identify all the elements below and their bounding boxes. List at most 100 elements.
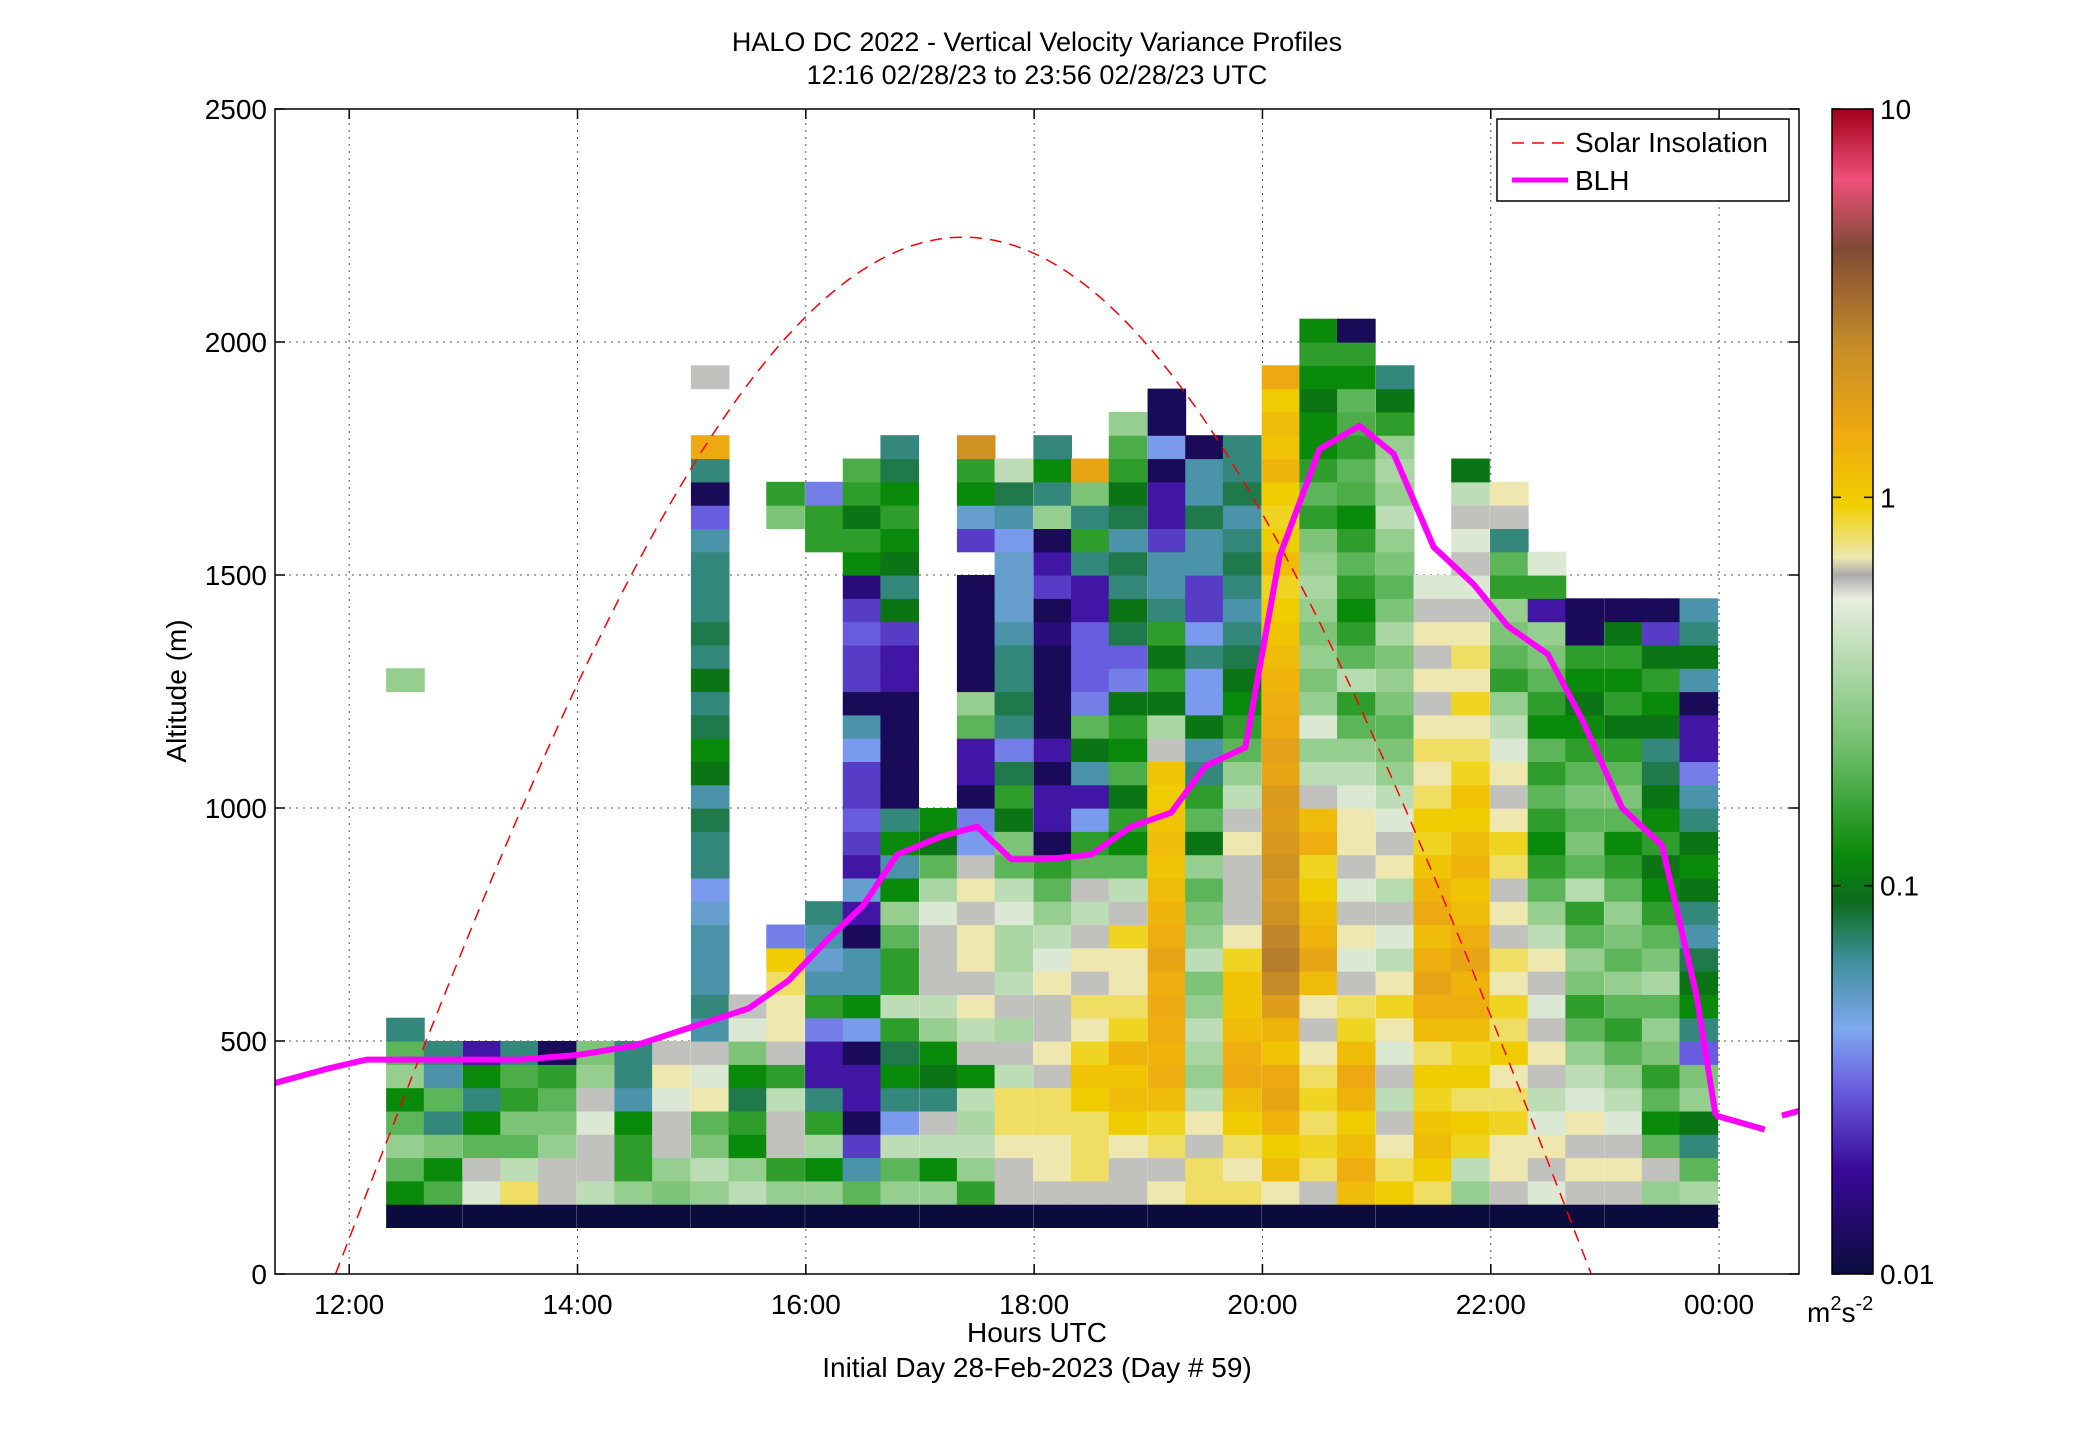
heatmap-cell [1033, 1204, 1073, 1228]
heatmap-cell [994, 714, 1034, 739]
heatmap-cell [1071, 877, 1110, 902]
heatmap-cell [1565, 1064, 1604, 1089]
heatmap-cell [1375, 621, 1415, 646]
heatmap-cell [1413, 738, 1453, 762]
heatmap-cell [423, 1087, 463, 1112]
heatmap-cell [1679, 1204, 1719, 1228]
heatmap-cell [1185, 1110, 1224, 1135]
heatmap-cell [1413, 691, 1453, 716]
heatmap-cell [880, 575, 920, 599]
heatmap-cell [462, 1180, 502, 1205]
heatmap-cell [423, 1157, 463, 1182]
heatmap-cell [1185, 505, 1224, 529]
heatmap-cell [690, 481, 730, 506]
heatmap-cell [690, 435, 730, 460]
heatmap-cell [1641, 1017, 1681, 1042]
heatmap-cell [1299, 575, 1338, 599]
heatmap-cell [805, 481, 844, 506]
heatmap-cell [1641, 924, 1681, 949]
heatmap-cell [1185, 1087, 1224, 1112]
heatmap-cell [1033, 877, 1073, 902]
heatmap-cell [690, 691, 730, 716]
heatmap-cell [1071, 644, 1110, 669]
heatmap-cell [1337, 1017, 1376, 1042]
heatmap-cell [1185, 854, 1224, 879]
heatmap-cell [1565, 1017, 1604, 1042]
heatmap-cell [919, 877, 958, 902]
heatmap-cell [1565, 761, 1604, 786]
heatmap-cell [1375, 714, 1415, 739]
heatmap-cell [1299, 854, 1338, 879]
heatmap-cell [1604, 971, 1643, 995]
heatmap-cell [1527, 784, 1567, 809]
y-tick-label: 2500 [205, 94, 267, 125]
heatmap-cell [766, 505, 805, 529]
heatmap-cell [576, 1110, 616, 1135]
heatmap-cell [1451, 1110, 1490, 1135]
heatmap-cell [842, 924, 882, 949]
heatmap-cell [919, 1180, 958, 1205]
heatmap-cell [919, 1204, 958, 1228]
heatmap-cell [690, 831, 730, 856]
heatmap-cell [1299, 551, 1338, 576]
heatmap-cell [1337, 808, 1376, 832]
x-axis-sublabel: Initial Day 28-Feb-2023 (Day # 59) [822, 1352, 1252, 1383]
heatmap-cell [1604, 994, 1643, 1019]
heatmap-cell [1527, 924, 1567, 949]
heatmap-cell [842, 947, 882, 972]
heatmap-cell [1413, 1157, 1453, 1182]
heatmap-cell [1261, 761, 1301, 786]
heatmap-cell [1375, 481, 1415, 506]
heatmap-cell [1451, 481, 1490, 506]
heatmap-cell [1261, 714, 1301, 739]
heatmap-cell [919, 1041, 958, 1065]
heatmap-cell [1604, 1157, 1643, 1182]
heatmap-cell [919, 854, 958, 879]
heatmap-cell [1071, 761, 1110, 786]
heatmap-cell [1108, 551, 1148, 576]
heatmap-cell [1413, 784, 1453, 809]
heatmap-cell [1527, 1064, 1567, 1089]
heatmap-cell [690, 924, 730, 949]
heatmap-cell [919, 1064, 958, 1089]
heatmap-cell [1451, 621, 1490, 646]
heatmap-cell [1375, 668, 1415, 693]
heatmap-cell [842, 551, 882, 576]
heatmap-cell [1375, 994, 1415, 1019]
heatmap-cell [766, 1180, 805, 1205]
heatmap-cell [842, 1110, 882, 1135]
heatmap-cell [1527, 575, 1567, 599]
heatmap-cell [1337, 435, 1376, 460]
heatmap-cell [842, 1017, 882, 1042]
heatmap-cell [766, 994, 805, 1019]
heatmap-cell [1413, 1134, 1453, 1159]
heatmap-cell [994, 1064, 1034, 1089]
heatmap-cell [880, 1110, 920, 1135]
heatmap-cell [994, 458, 1034, 483]
heatmap-cell [690, 877, 730, 902]
heatmap-cell [1565, 1041, 1604, 1065]
heatmap-cell [1299, 1087, 1338, 1112]
heatmap-cell [1033, 947, 1073, 972]
heatmap-cell [386, 1087, 425, 1112]
heatmap-cell [1451, 784, 1490, 809]
heatmap-cell [1490, 1110, 1529, 1135]
heatmap-cell [1261, 1204, 1301, 1228]
heatmap-cell [1108, 411, 1148, 436]
heatmap-cell [956, 598, 996, 623]
heatmap-cell [1108, 598, 1148, 623]
heatmap-cell [1222, 947, 1262, 972]
heatmap-cell [690, 901, 730, 926]
heatmap-cell [1413, 971, 1453, 995]
heatmap-cell [1071, 1180, 1110, 1205]
heatmap-cell [1679, 877, 1719, 902]
heatmap-cell [1451, 1064, 1490, 1089]
heatmap-cell [1071, 1041, 1110, 1065]
heatmap-cell [1490, 738, 1529, 762]
heatmap-cell [1375, 551, 1415, 576]
colorbar-unit: m2s-2 [1807, 1293, 1873, 1328]
heatmap-cell [994, 1110, 1034, 1135]
heatmap-cell [1147, 1157, 1187, 1182]
heatmap-cell [880, 458, 920, 483]
heatmap-cell [1641, 1180, 1681, 1205]
